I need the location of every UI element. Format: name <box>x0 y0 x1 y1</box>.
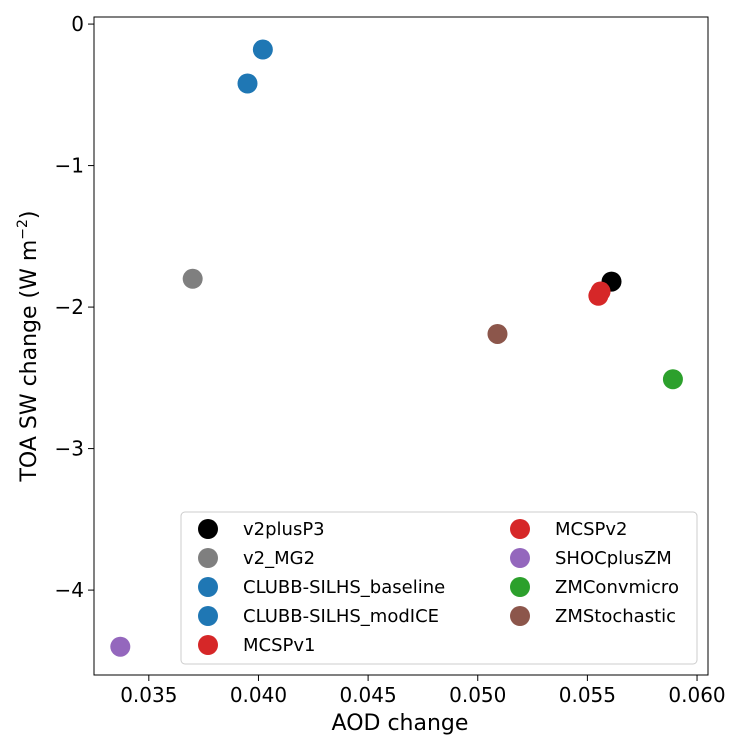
data-point <box>182 268 203 289</box>
legend-label: MCSPv1 <box>243 635 315 656</box>
y-tick-label: −4 <box>55 578 84 602</box>
x-tick-label: 0.055 <box>559 683 616 707</box>
x-tick-label: 0.045 <box>339 683 396 707</box>
y-axis-ticks: 0 −1 −2 −3 −4 <box>55 12 94 602</box>
legend-label: CLUBB-SILHS_modICE <box>243 606 439 627</box>
x-tick-label: 0.060 <box>668 683 725 707</box>
legend-marker <box>198 548 218 568</box>
y-tick-label: −2 <box>55 295 84 319</box>
y-tick-label: −3 <box>55 437 84 461</box>
y-axis-label-tail: ) <box>17 210 42 219</box>
legend: v2plusP3 v2_MG2 CLUBB-SILHS_baseline CLUBB-… <box>180 511 698 665</box>
legend-label: ZMConvmicro <box>555 577 679 598</box>
data-points <box>110 39 683 657</box>
x-tick-label: 0.040 <box>230 683 287 707</box>
legend-label: v2plusP3 <box>243 519 325 540</box>
data-point <box>252 39 273 60</box>
legend-marker <box>198 519 218 539</box>
legend-marker <box>198 635 218 655</box>
legend-marker <box>510 606 530 626</box>
data-point <box>590 281 611 302</box>
data-point <box>487 323 508 344</box>
legend-label: ZMStochastic <box>555 606 676 627</box>
legend-marker <box>510 519 530 539</box>
legend-label: CLUBB-SILHS_baseline <box>243 577 445 598</box>
legend-label: MCSPv2 <box>555 519 627 540</box>
y-tick-label: 0 <box>71 12 84 36</box>
legend-marker <box>510 577 530 597</box>
y-axis-label: TOA SW change (W m−2) <box>15 210 42 482</box>
x-axis-ticks: 0.035 0.040 0.045 0.050 0.055 0.060 <box>120 675 726 707</box>
legend-marker <box>510 548 530 568</box>
legend-marker <box>198 577 218 597</box>
data-point <box>662 369 683 390</box>
y-axis-label-superscript: −2 <box>15 219 31 240</box>
legend-label: v2_MG2 <box>243 548 315 569</box>
legend-label: SHOCplusZM <box>555 548 672 569</box>
x-axis-label: AOD change <box>332 711 469 736</box>
legend-box <box>180 511 698 665</box>
data-point <box>237 73 258 94</box>
data-point <box>110 636 131 657</box>
y-axis-label-main: TOA SW change (W m <box>17 240 42 483</box>
y-tick-label: −1 <box>55 154 84 178</box>
x-tick-label: 0.035 <box>120 683 177 707</box>
legend-marker <box>198 606 218 626</box>
x-tick-label: 0.050 <box>449 683 506 707</box>
